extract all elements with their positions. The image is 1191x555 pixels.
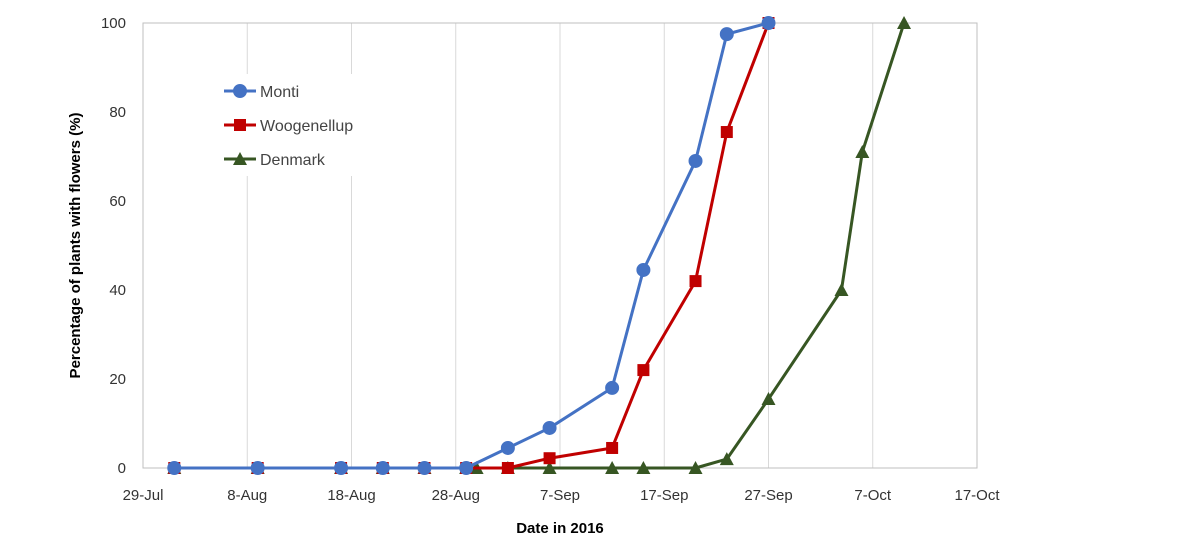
y-axis-title: Percentage of plants with flowers (%) — [67, 113, 84, 379]
data-point-denmark — [719, 452, 734, 466]
x-tick-label: 17-Oct — [954, 487, 1000, 504]
series-layer — [167, 16, 912, 475]
legend-marker-denmark — [233, 152, 247, 165]
x-tick-label: 27-Sep — [744, 487, 792, 504]
data-point-denmark — [636, 461, 651, 474]
y-tick-label: 0 — [118, 460, 126, 477]
data-point-monti — [459, 461, 474, 475]
data-point-woogenellup — [606, 441, 619, 454]
data-point-denmark — [855, 145, 870, 159]
data-point-monti — [761, 16, 776, 30]
data-point-denmark — [761, 392, 776, 406]
legend-item-monti: Monti — [224, 84, 299, 101]
x-tick-label: 8-Aug — [227, 487, 267, 504]
x-tick-label: 29-Jul — [123, 487, 164, 504]
legend-item-denmark: Denmark — [224, 152, 326, 169]
data-point-monti — [542, 420, 557, 435]
data-point-monti — [167, 461, 182, 475]
legend-marker-woogenellup — [234, 119, 246, 131]
legend-marker-monti — [233, 84, 247, 98]
data-point-denmark — [897, 16, 912, 29]
data-point-monti — [605, 380, 620, 395]
data-point-monti — [417, 461, 432, 475]
x-tick-label: 28-Aug — [432, 487, 480, 504]
data-point-denmark — [542, 461, 557, 474]
data-point-woogenellup — [720, 126, 733, 139]
data-point-woogenellup — [689, 275, 702, 288]
data-point-monti — [636, 262, 651, 277]
y-tick-label: 100 — [101, 15, 126, 32]
x-tick-label: 17-Sep — [640, 487, 688, 504]
data-point-woogenellup — [637, 364, 650, 377]
x-tick-label: 18-Aug — [327, 487, 375, 504]
x-tick-label: 7-Oct — [854, 487, 892, 504]
data-point-monti — [719, 27, 734, 42]
y-tick-label: 80 — [109, 104, 126, 121]
legend: Monti Woogenellup Denmark — [214, 74, 354, 176]
data-point-monti — [375, 461, 390, 475]
data-point-woogenellup — [543, 452, 556, 465]
data-point-woogenellup — [501, 462, 514, 474]
data-point-monti — [688, 153, 703, 168]
data-point-monti — [500, 440, 515, 455]
legend-label: Monti — [260, 84, 299, 101]
legend-label: Denmark — [260, 152, 326, 169]
legend-label: Woogenellup — [260, 118, 353, 135]
x-axis-title: Date in 2016 — [516, 520, 604, 537]
y-axis: 0 20 40 60 80 100 — [101, 15, 126, 477]
data-point-denmark — [605, 461, 620, 474]
y-tick-label: 60 — [109, 193, 126, 210]
legend-item-woogenellup: Woogenellup — [224, 118, 353, 135]
x-axis: 29-Jul 8-Aug 18-Aug 28-Aug 7-Sep 17-Sep 27-Sep… — [123, 487, 1001, 504]
series-monti — [167, 16, 776, 475]
data-point-denmark — [834, 283, 849, 296]
y-tick-label: 20 — [109, 371, 126, 388]
data-point-denmark — [688, 461, 703, 474]
data-point-monti — [334, 461, 349, 475]
x-tick-label: 7-Sep — [540, 487, 580, 504]
y-tick-label: 40 — [109, 282, 126, 299]
data-point-monti — [250, 461, 265, 475]
